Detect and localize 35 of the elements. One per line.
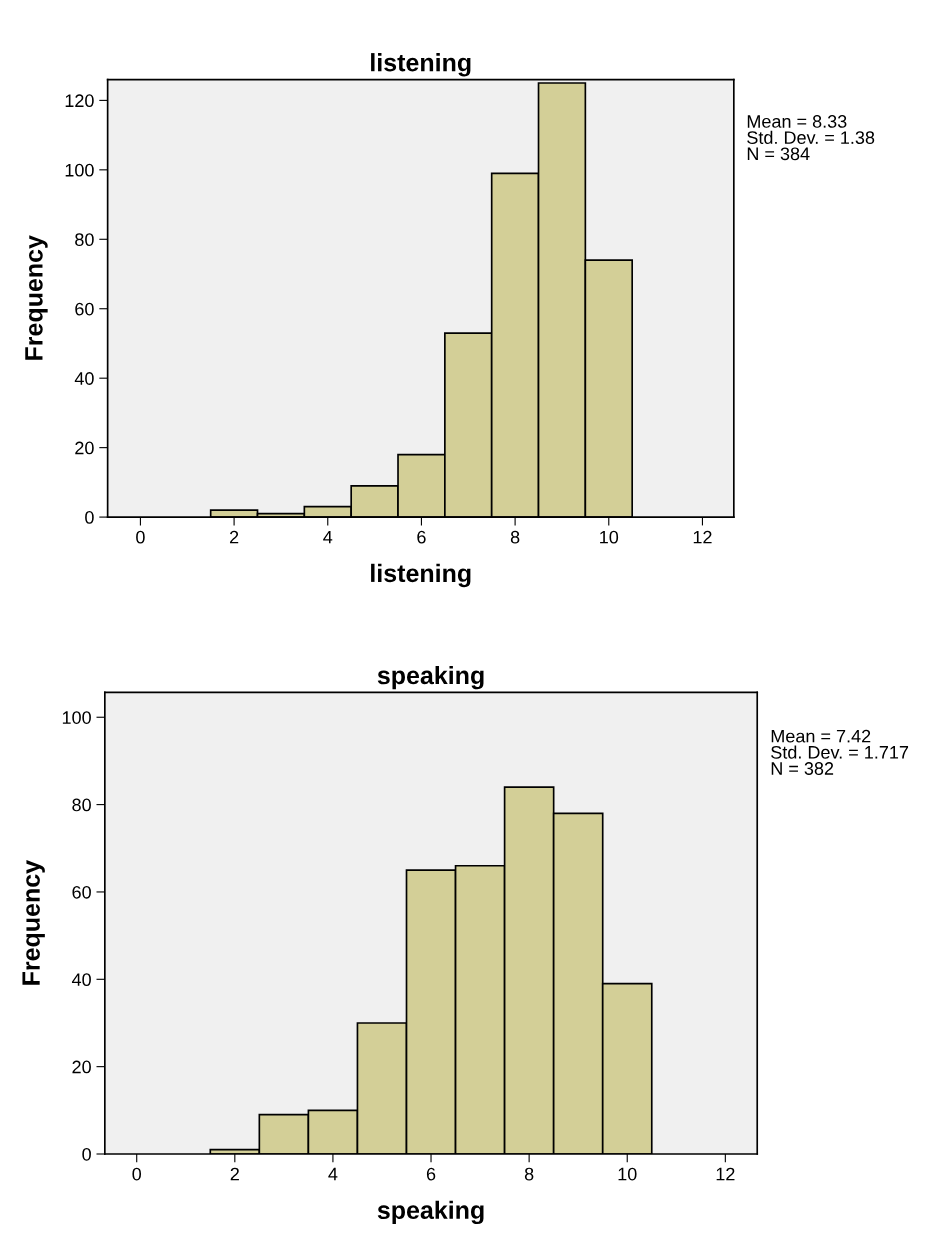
x-tick-label: 10: [600, 530, 619, 544]
y-tick-label: 40: [74, 372, 94, 385]
y-tick-label: 60: [72, 885, 91, 899]
y-tick-label: 100: [62, 711, 91, 724]
x-tick-label: 6: [417, 530, 426, 544]
y-tick-label: 40: [71, 973, 91, 987]
text: Mean = 8.33 Std. Dev. = 1.38 N = 384: [747, 115, 875, 161]
x-tick-label: 8: [510, 530, 520, 544]
chart-title: listening: [371, 53, 471, 77]
y-tick-label: 80: [72, 798, 91, 812]
y-tick-label: 120: [65, 94, 94, 108]
x-tick-label: 6: [426, 1167, 436, 1181]
x-tick-label: 4: [323, 530, 333, 544]
x-axis-title: speaking: [377, 1200, 484, 1225]
x-tick-label: 12: [693, 530, 712, 544]
x-axis-title: listening: [371, 563, 471, 588]
y-tick-label: 0: [82, 1147, 91, 1161]
y-axis-title: Frequency: [22, 860, 45, 985]
y-tick-label: 100: [65, 163, 94, 177]
x-tick-label: 12: [716, 1167, 735, 1181]
y-axis-title: Frequency: [25, 235, 48, 360]
x-tick-label: 2: [229, 530, 239, 544]
y-tick-label: 60: [75, 302, 94, 316]
x-tick-label: 8: [524, 1167, 534, 1181]
chart-title: speaking: [377, 665, 484, 690]
text: Mean = 7.42 Std. Dev. = 1.717 N = 382: [771, 729, 909, 775]
y-tick-label: 0: [85, 511, 94, 524]
x-tick-label: 4: [328, 1167, 338, 1181]
x-tick-label: 0: [132, 1167, 142, 1181]
x-tick-label: 10: [618, 1167, 637, 1181]
y-tick-label: 20: [72, 1060, 91, 1074]
x-tick-label: 2: [230, 1167, 239, 1181]
x-tick-label: 0: [136, 530, 145, 544]
y-tick-label: 80: [75, 233, 94, 247]
y-tick-label: 20: [75, 441, 94, 455]
